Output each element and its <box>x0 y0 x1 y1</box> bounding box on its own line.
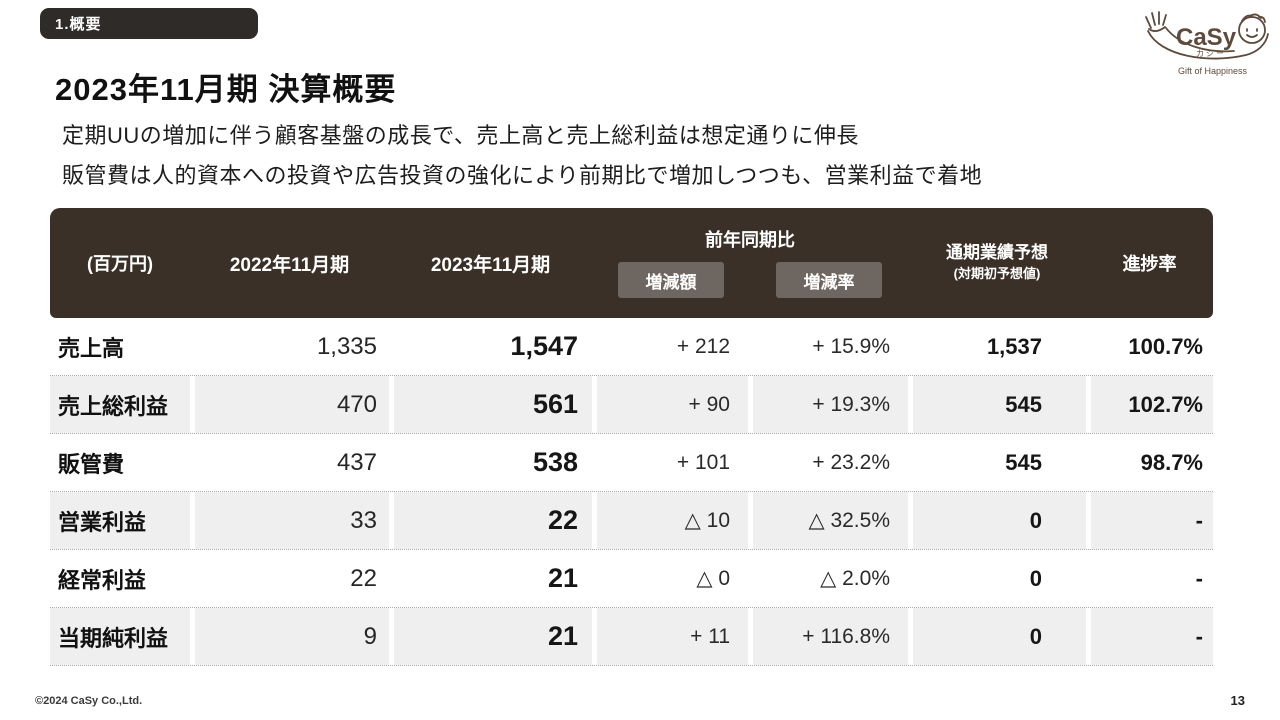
fy2022-value: 22 <box>190 550 389 607</box>
yoy-diff-value: + 101 <box>592 434 748 491</box>
hand-icon <box>1145 11 1167 32</box>
copyright-text: ©2024 CaSy Co.,Ltd. <box>35 694 143 707</box>
table-row-net-income: 当期純利益 9 21 + 11 + 116.8% 0 - <box>50 608 1213 666</box>
slide-footer: ©2024 CaSy Co.,Ltd. 13 <box>35 693 1245 708</box>
progress-value: - <box>1086 608 1213 665</box>
logo-brand-text: CaSy <box>1176 24 1237 51</box>
forecast-value: 0 <box>908 492 1086 549</box>
face-icon <box>1238 13 1266 44</box>
arm-curve <box>1147 30 1269 60</box>
table-header-row: (百万円) 2022年11月期 2023年11月期 前年同期比 増減額 増減率 … <box>50 208 1213 318</box>
progress-value: - <box>1086 492 1213 549</box>
row-label: 営業利益 <box>50 492 190 549</box>
yoy-rate-value: △ 32.5% <box>748 492 908 549</box>
header-yoy-subcolumns: 増減額 増減率 <box>592 262 908 298</box>
table-row-gross-profit: 売上総利益 470 561 + 90 + 19.3% 545 102.7% <box>50 376 1213 434</box>
fy2022-value: 470 <box>190 376 389 433</box>
casy-logo: CaSy カジー Gift of Happiness <box>1138 4 1278 78</box>
header-yoy-group: 前年同期比 増減額 増減率 <box>592 208 908 318</box>
fy2023-value: 21 <box>389 608 592 665</box>
fy2023-value: 1,547 <box>389 318 592 375</box>
yoy-rate-value: △ 2.0% <box>748 550 908 607</box>
header-progress: 進捗率 <box>1122 254 1177 274</box>
financial-results-table: (百万円) 2022年11月期 2023年11月期 前年同期比 増減額 増減率 … <box>50 208 1213 666</box>
header-diff-rate: 増減率 <box>776 262 882 298</box>
table-row-sga-expenses: 販管費 437 538 + 101 + 23.2% 545 98.7% <box>50 434 1213 492</box>
page-number: 13 <box>1230 693 1245 708</box>
row-label: 販管費 <box>58 451 125 477</box>
yoy-rate-value: + 23.2% <box>748 434 908 491</box>
row-label: 売上高 <box>58 335 125 361</box>
yoy-rate-value: + 19.3% <box>748 376 908 433</box>
header-forecast-line2: (対期初予想値) <box>953 266 1041 281</box>
summary-text: 定期UUの増加に伴う顧客基盤の成長で、売上高と売上総利益は想定通りに伸長 販管費… <box>62 116 1162 196</box>
forecast-value: 545 <box>908 434 1086 491</box>
summary-line-2: 販管費は人的資本への投資や広告投資の強化により前期比で増加しつつも、営業利益で着… <box>62 163 983 188</box>
section-badge-label: 1.概要 <box>55 16 102 33</box>
row-label: 経常利益 <box>58 567 147 593</box>
header-forecast-line1: 通期業績予想 <box>946 243 1048 262</box>
fy2022-value: 1,335 <box>190 318 389 375</box>
fy2023-value: 561 <box>389 376 592 433</box>
yoy-diff-value: △ 10 <box>592 492 748 549</box>
forecast-value: 0 <box>908 550 1086 607</box>
row-label: 当期純利益 <box>50 608 190 665</box>
section-badge: 1.概要 <box>40 8 258 39</box>
progress-value: - <box>1086 550 1213 607</box>
yoy-diff-value: + 90 <box>592 376 748 433</box>
fy2023-value: 22 <box>389 492 592 549</box>
row-label: 売上総利益 <box>50 376 190 433</box>
logo-tagline-text: Gift of Happiness <box>1178 66 1248 76</box>
yoy-rate-value: + 15.9% <box>748 318 908 375</box>
forecast-value: 545 <box>908 376 1086 433</box>
progress-value: 98.7% <box>1086 434 1213 491</box>
header-yoy-title: 前年同期比 <box>705 230 795 250</box>
arm-curve-inner <box>1165 27 1235 53</box>
header-forecast: 通期業績予想 (対期初予想値) <box>908 208 1086 318</box>
forecast-value: 1,537 <box>908 318 1086 375</box>
header-diff-amount: 増減額 <box>618 262 724 298</box>
header-fy2022: 2022年11月期 <box>229 254 350 276</box>
forecast-value: 0 <box>908 608 1086 665</box>
yoy-diff-value: + 11 <box>592 608 748 665</box>
yoy-diff-value: △ 0 <box>592 550 748 607</box>
header-unit: (百万円) <box>87 254 153 274</box>
summary-line-1: 定期UUの増加に伴う顧客基盤の成長で、売上高と売上総利益は想定通りに伸長 <box>62 123 859 148</box>
yoy-rate-value: + 116.8% <box>748 608 908 665</box>
table-row-net-sales: 売上高 1,335 1,547 + 212 + 15.9% 1,537 100.… <box>50 318 1213 376</box>
table-body: 売上高 1,335 1,547 + 212 + 15.9% 1,537 100.… <box>50 318 1213 666</box>
fy2023-value: 21 <box>389 550 592 607</box>
fy2022-value: 437 <box>190 434 389 491</box>
casy-logo-image: CaSy カジー Gift of Happiness <box>1145 11 1269 76</box>
progress-value: 102.7% <box>1086 376 1213 433</box>
progress-value: 100.7% <box>1086 318 1213 375</box>
fy2022-value: 33 <box>190 492 389 549</box>
yoy-diff-value: + 212 <box>592 318 748 375</box>
table-row-operating-profit: 営業利益 33 22 △ 10 △ 32.5% 0 - <box>50 492 1213 550</box>
table-row-ordinary-profit: 経常利益 22 21 △ 0 △ 2.0% 0 - <box>50 550 1213 608</box>
header-fy2023: 2023年11月期 <box>430 254 551 276</box>
fy2023-value: 538 <box>389 434 592 491</box>
fy2022-value: 9 <box>190 608 389 665</box>
page-title: 2023年11月期 決算概要 <box>55 72 397 107</box>
logo-kana-text: カジー <box>1196 49 1226 58</box>
